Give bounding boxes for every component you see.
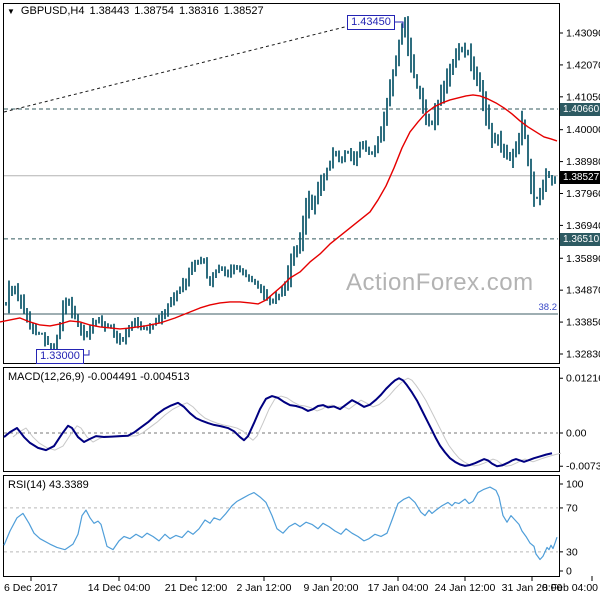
annotation-connector-low — [83, 350, 90, 356]
macd-axis-label: 0.00 — [566, 428, 587, 440]
price-annotation-low[interactable]: 1.33000 — [36, 349, 84, 364]
moving-average-line — [0, 94, 558, 330]
quote-close: 1.38527 — [223, 5, 264, 17]
price-axis-label: 1.37960 — [566, 188, 600, 200]
time-axis-label: 24 Jan 12:00 — [435, 582, 496, 594]
current-price-tag: 1.38527 — [560, 171, 600, 184]
symbol-period-label: GBPUSD,H4 — [20, 5, 85, 17]
quote-low: 1.38316 — [179, 5, 219, 17]
price-axis-label: 1.43090 — [566, 28, 600, 40]
support-price-tag: 1.36510 — [560, 233, 600, 246]
rsi-indicator-label: RSI(14) 43.3389 — [8, 479, 89, 491]
dropdown-arrow-icon[interactable]: ▼ — [7, 7, 15, 16]
price-annotation-high[interactable]: 1.43450 — [347, 15, 395, 30]
macd-main-line — [3, 377, 553, 468]
macd-panel-frame — [3, 367, 560, 472]
price-axis-label: 1.41050 — [566, 91, 600, 103]
price-axis-label: 1.34870 — [566, 285, 600, 297]
price-axis-label: 1.40000 — [566, 124, 600, 136]
annotation-connector-high — [395, 21, 404, 28]
chart-title: ▼ GBPUSD,H4 1.38443 1.38754 1.38316 1.38527 — [7, 5, 264, 17]
rsi-axis-label: 70 — [566, 502, 578, 514]
price-axis-label: 1.38980 — [566, 156, 600, 168]
price-axis-label: 1.42070 — [566, 59, 600, 71]
rsi-line — [3, 486, 558, 561]
rsi-panel-frame — [3, 475, 560, 577]
time-axis-label: 21 Dec 12:00 — [165, 582, 228, 594]
macd-indicator-label: MACD(12,26,9) -0.004491 -0.004513 — [8, 371, 190, 383]
fib-382-label: 38.2 — [538, 302, 558, 313]
main-panel-frame — [3, 3, 560, 364]
rsi-axis-label: 0 — [566, 566, 572, 578]
time-axis-label: 8 Feb 04:00 — [542, 582, 598, 594]
rsi-axis-label: 30 — [566, 546, 578, 558]
macd-signal-line — [12, 377, 562, 467]
watermark: ActionForex.com — [346, 269, 534, 296]
price-axis-label: 1.36940 — [566, 220, 600, 232]
macd-axis-label: 0.012164 — [566, 373, 600, 385]
time-axis-label: 2 Jan 12:00 — [237, 582, 292, 594]
quote-open: 1.38443 — [89, 5, 130, 17]
trend-line — [3, 25, 348, 113]
time-axis-label: 31 Jan 20:00 — [502, 582, 563, 594]
time-axis-label: 14 Dec 04:00 — [88, 582, 151, 594]
price-axis-label: 1.33850 — [566, 317, 600, 329]
macd-axis-label: -0.007384 — [566, 461, 600, 473]
resistance-price-tag: 1.40660 — [560, 103, 600, 116]
price-bars — [5, 16, 556, 352]
time-axis-label: 9 Jan 20:00 — [304, 582, 359, 594]
time-axis-label: 17 Jan 04:00 — [368, 582, 429, 594]
price-axis-label: 1.35890 — [566, 253, 600, 265]
time-axis-label: 6 Dec 2017 — [4, 582, 58, 594]
quote-high: 1.38754 — [134, 5, 175, 17]
rsi-axis-label: 100 — [566, 479, 584, 491]
